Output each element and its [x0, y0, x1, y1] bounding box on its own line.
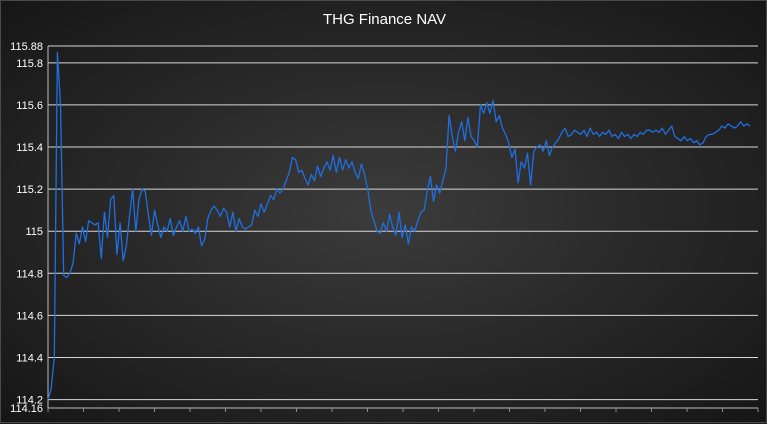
y-tick-label: 115.4 [16, 142, 43, 154]
y-tick-label: 114.6 [16, 310, 43, 322]
series-line-0 [47, 51, 751, 400]
y-tick-label: 114.2 [16, 395, 43, 407]
axes [47, 46, 759, 412]
y-tick-label: 115 [25, 226, 43, 238]
y-tick-label: 115.2 [16, 184, 43, 196]
y-tick-label: 114.4 [16, 352, 43, 364]
y-tick-label: 115.88 [10, 41, 43, 53]
y-tick-label: 114.8 [16, 268, 43, 280]
y-tick-label: 115.6 [16, 100, 43, 112]
grid-lines [48, 45, 758, 401]
chart-title: THG Finance NAV [322, 11, 447, 28]
y-tick-label: 114.16 [10, 403, 43, 415]
series-layer [47, 51, 751, 400]
y-tick-label: 115.8 [16, 58, 43, 70]
